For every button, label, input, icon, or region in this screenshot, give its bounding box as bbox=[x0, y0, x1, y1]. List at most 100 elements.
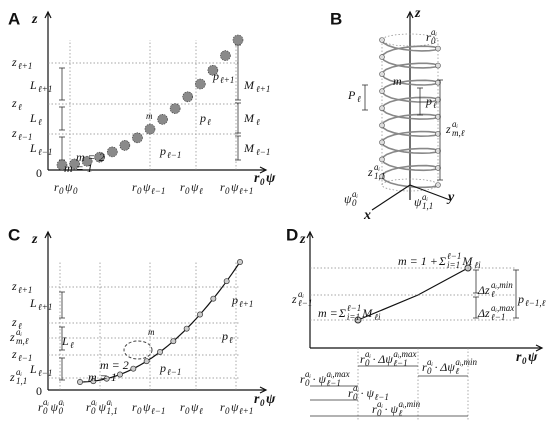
label-text: z bbox=[367, 165, 373, 179]
label-subscript: 0 bbox=[91, 406, 96, 416]
polymer-blob bbox=[194, 78, 206, 90]
math-label: z ℓ−1aᵢ bbox=[291, 289, 312, 308]
helix-node bbox=[379, 105, 385, 112]
label-text: r bbox=[220, 400, 225, 414]
label-text: z bbox=[299, 232, 306, 247]
helix-node bbox=[435, 45, 441, 52]
label-text: z bbox=[11, 315, 17, 329]
label-subscript: ℓ−1 bbox=[298, 298, 312, 308]
label-text: z bbox=[445, 122, 451, 136]
node bbox=[237, 259, 243, 265]
polymer-blob bbox=[56, 159, 68, 171]
label-text: ψ bbox=[414, 195, 422, 209]
label-subscript: 1,1 bbox=[374, 171, 385, 181]
label-subscript: ℓ bbox=[455, 366, 459, 376]
label-subscript: ℓ−1 bbox=[151, 406, 165, 416]
math-label: z 1,1aᵢ bbox=[367, 162, 385, 181]
label-text: p bbox=[425, 94, 432, 108]
math-label: p ℓ−1,ℓ bbox=[517, 292, 546, 308]
label-text: m = 1 bbox=[88, 370, 117, 384]
label-text: ψ bbox=[191, 180, 199, 194]
label-text: · Δψ bbox=[435, 360, 456, 374]
label-text: r bbox=[426, 30, 431, 44]
label-text: Σ bbox=[438, 254, 446, 268]
label-text: z bbox=[414, 6, 421, 21]
polymer-blob bbox=[157, 114, 168, 125]
label-text: r bbox=[360, 352, 365, 366]
label-subscript: 0 bbox=[522, 356, 527, 366]
label-text: ψ bbox=[51, 400, 59, 414]
polymer-blob bbox=[69, 158, 80, 170]
label-subscript: ℓ−1 bbox=[393, 358, 407, 368]
label-superscript: aᵢ bbox=[16, 327, 23, 337]
math-label: z ℓ−1 bbox=[11, 347, 32, 363]
math-label: z m,ℓaᵢ bbox=[9, 327, 29, 346]
label-subscript: ℓ−1 bbox=[491, 312, 505, 322]
label-subscript: ℓ+1 bbox=[220, 75, 234, 85]
label-superscript: aᵢ bbox=[431, 27, 438, 37]
label-subscript: ℓ bbox=[357, 94, 361, 104]
math-label: z bbox=[299, 232, 306, 247]
label-text: ψ bbox=[266, 171, 276, 186]
helix-node bbox=[435, 182, 441, 188]
label-subscript: ℓ bbox=[70, 340, 74, 350]
label-text: m = 1 bbox=[64, 161, 93, 175]
helix-node bbox=[379, 173, 385, 180]
label-superscript: aᵢ,max bbox=[393, 349, 416, 359]
node bbox=[210, 295, 217, 302]
label-subscript: ℓ bbox=[38, 117, 42, 127]
label-text: Δz bbox=[477, 283, 490, 297]
label-subscript: 0 bbox=[377, 408, 382, 418]
label-text: L bbox=[61, 334, 69, 348]
label-subscript: 0 bbox=[59, 406, 64, 416]
label-superscript: aᵢ bbox=[305, 369, 312, 379]
label-text: p bbox=[517, 292, 524, 306]
helix-node bbox=[435, 113, 441, 120]
label-text: z bbox=[291, 292, 297, 306]
label-text: r bbox=[300, 372, 305, 386]
label-text: L bbox=[29, 111, 37, 125]
label-text: L bbox=[29, 296, 37, 310]
polymer-blob bbox=[132, 132, 143, 144]
label-text: p bbox=[231, 293, 238, 307]
label-text: r bbox=[54, 180, 59, 194]
label-subscript: 0 bbox=[137, 406, 142, 416]
label-text: ψ bbox=[191, 400, 199, 414]
label-text: ψ bbox=[344, 192, 352, 206]
node bbox=[90, 378, 97, 385]
arrowhead bbox=[306, 230, 314, 239]
arrowhead bbox=[259, 166, 268, 174]
label-subscript: 0 bbox=[353, 392, 358, 402]
polymer-blob bbox=[220, 50, 231, 61]
label-text: z bbox=[9, 330, 15, 344]
math-label: r 0aᵢ · ψ ℓaᵢ,min bbox=[372, 399, 421, 418]
polymer-blob bbox=[169, 103, 181, 114]
cylinder-top bbox=[381, 33, 439, 47]
label-text: r bbox=[132, 400, 137, 414]
label-text: m = bbox=[318, 306, 338, 320]
label-subscript: ℓ bbox=[229, 335, 233, 345]
label-subscript: ℓ+1 bbox=[239, 186, 253, 196]
math-label: r 0 ψ ℓ+1 bbox=[220, 180, 253, 196]
label-text: r bbox=[254, 171, 260, 186]
helix-node bbox=[435, 165, 441, 171]
label-text: · ψ bbox=[385, 402, 399, 416]
segment-path bbox=[357, 267, 469, 321]
helix-node bbox=[435, 96, 441, 103]
label-subscript: 0 bbox=[43, 406, 48, 416]
label-text: ψ bbox=[99, 400, 107, 414]
label-text: ψ bbox=[143, 400, 151, 414]
polymer-blob bbox=[207, 64, 219, 76]
label-text: r bbox=[516, 350, 522, 365]
label-text: p bbox=[212, 69, 219, 83]
math-label: z bbox=[31, 232, 38, 247]
label-subscript: ℓ−1 bbox=[327, 378, 341, 388]
polymer-blob bbox=[119, 140, 131, 151]
label-subscript: 1,1 bbox=[422, 201, 433, 211]
label-text: z bbox=[11, 55, 17, 69]
math-label: r 0aᵢ bbox=[426, 27, 438, 46]
